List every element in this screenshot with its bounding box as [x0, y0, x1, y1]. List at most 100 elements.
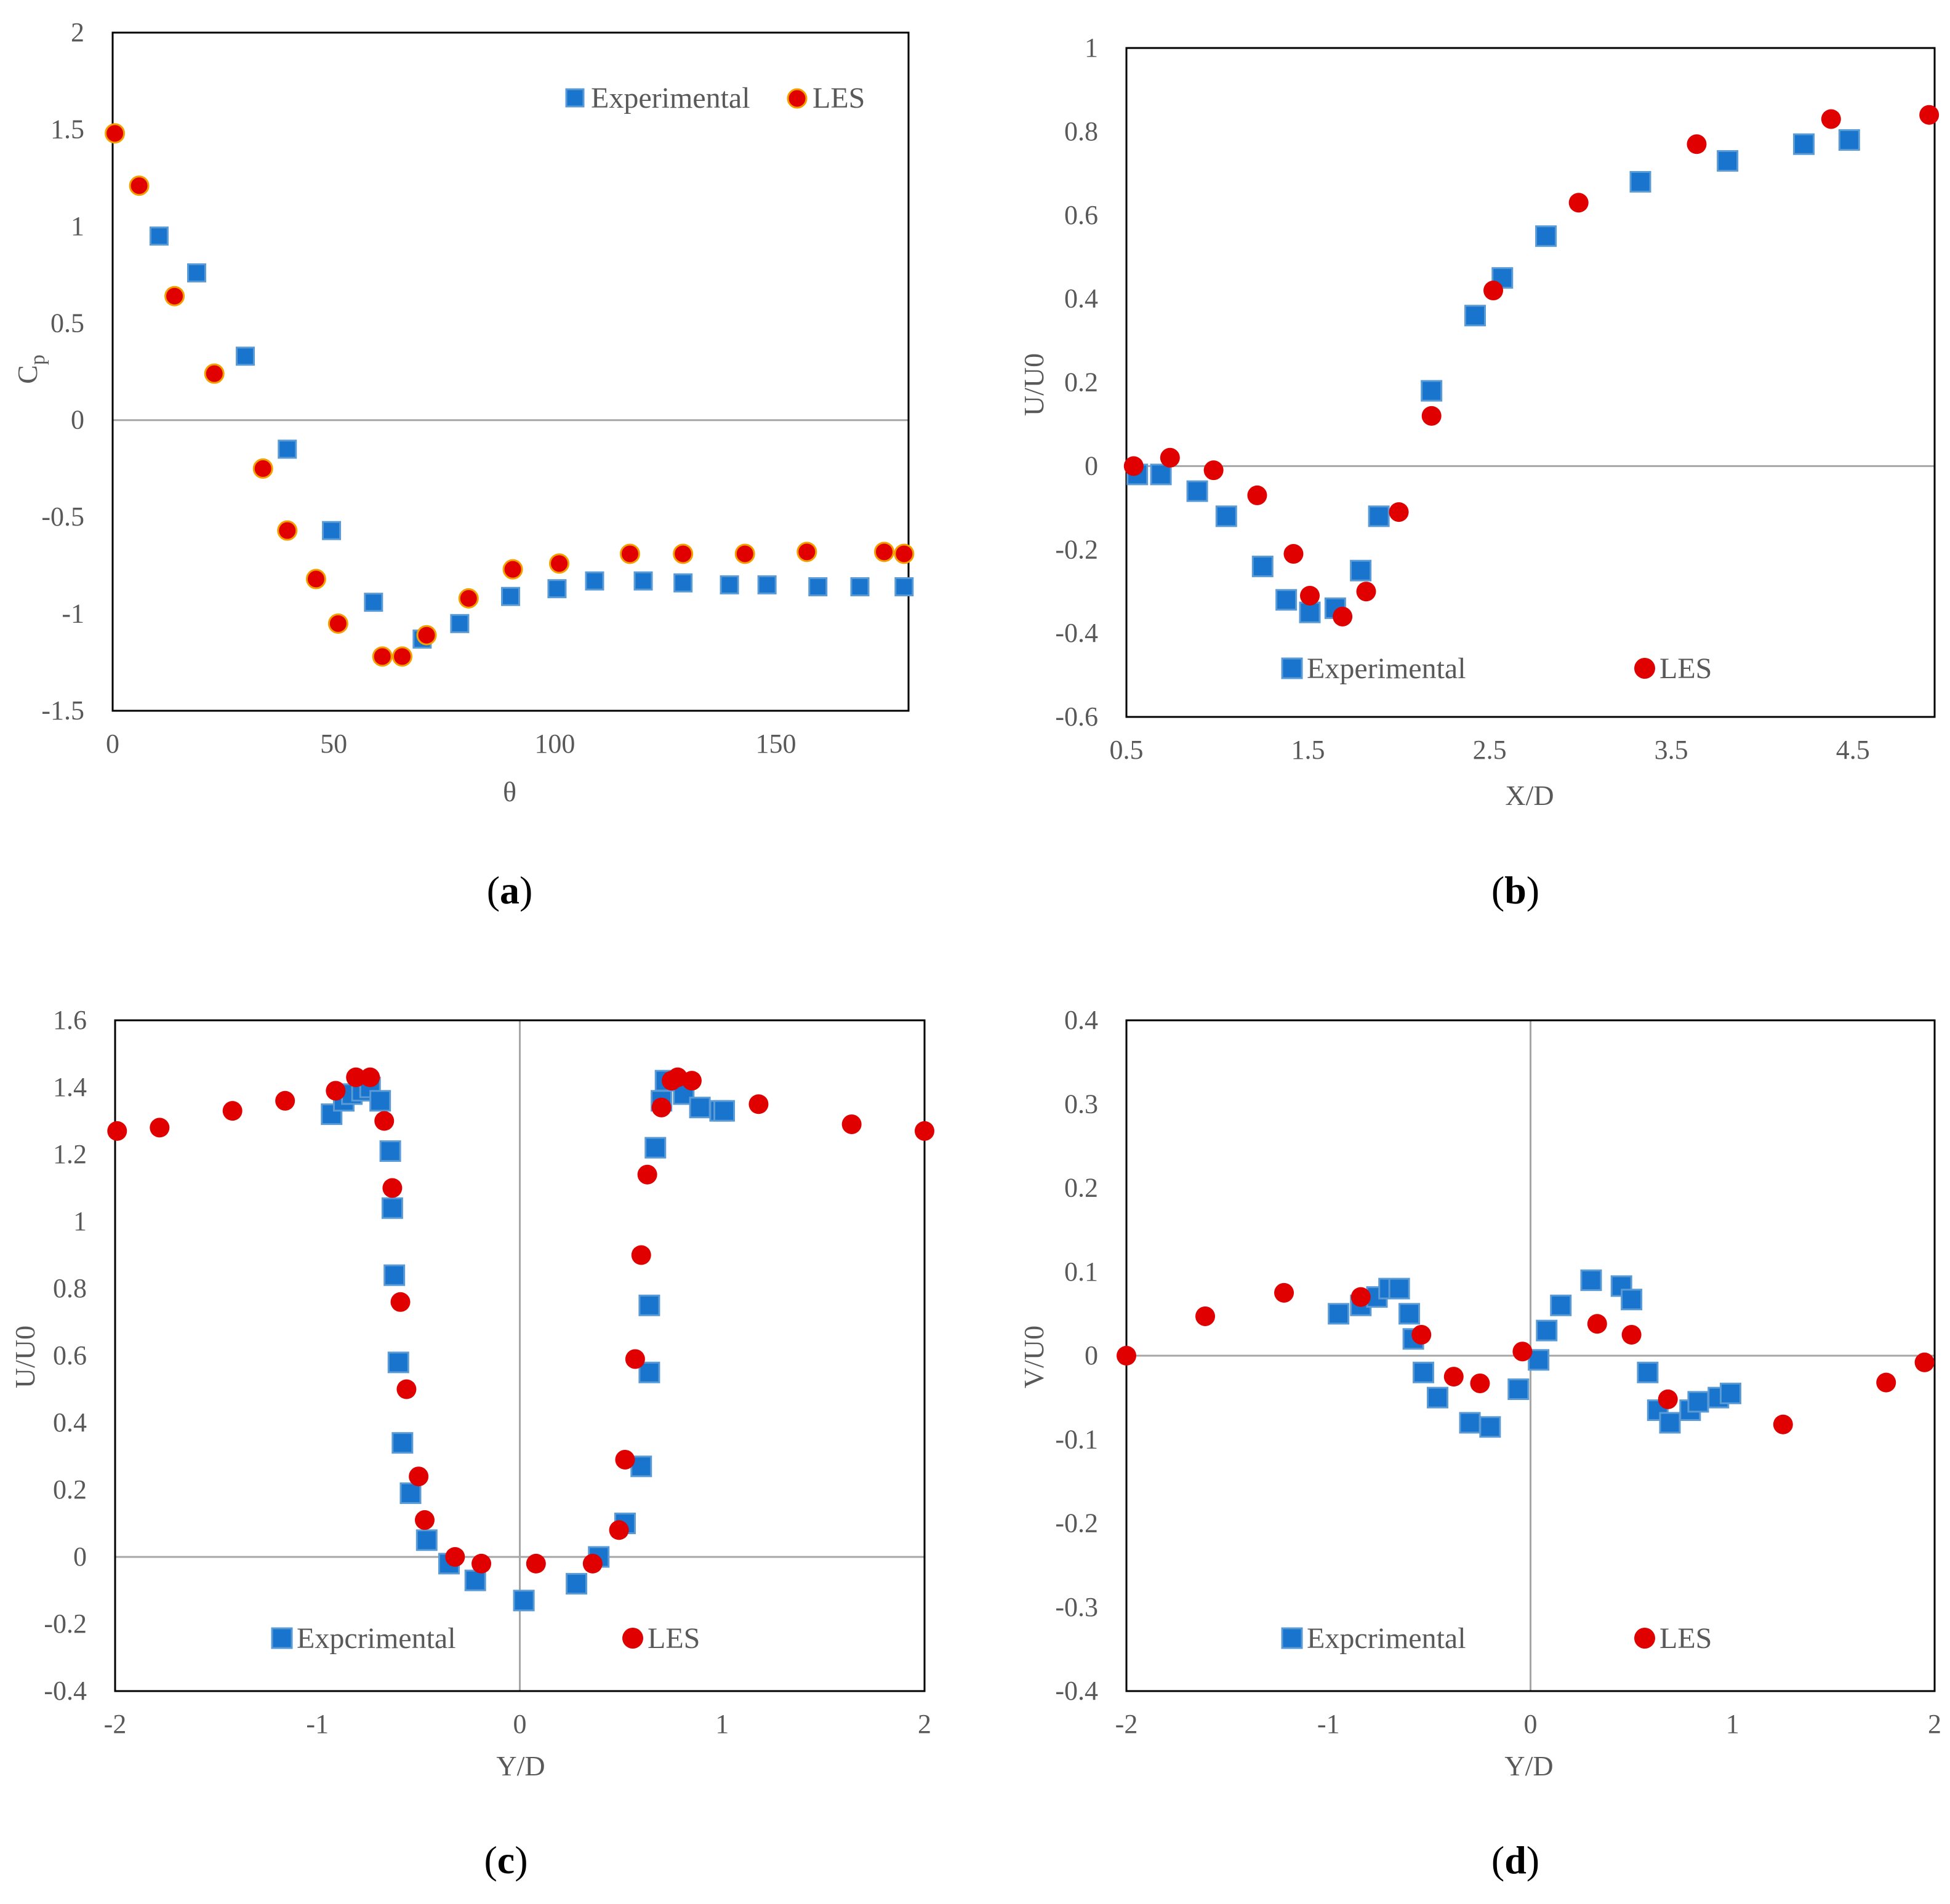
panel-a-legend-experimental-label: Experimental — [591, 82, 750, 114]
panel-b-ytick-label: 0.2 — [1064, 367, 1098, 398]
panel-b-plot: -0.6 -0.4 -0.2 0 0.2 0.4 0.6 0.8 1 0.5 1.5 2.5 3.5 4.… — [1055, 33, 1940, 765]
panel-d-caption-letter: d — [1504, 1838, 1527, 1882]
panel-b-legend-experimental-marker — [1281, 657, 1303, 679]
panel-c-caption-open: ( — [484, 1838, 497, 1882]
panel-c-experimental-point — [638, 1361, 660, 1383]
panel-a-xtick-label: 100 — [534, 729, 575, 759]
panel-b-ylabel: U/U0 — [1018, 353, 1049, 416]
panel-b-les-point — [1568, 193, 1589, 213]
panel-c-ytick-label: -0.2 — [44, 1609, 87, 1639]
panel-a-experimental-point — [364, 593, 383, 612]
panel-c: -0.4 -0.2 0 0.2 0.4 0.6 0.8 1 1.2 1.4 1.6 -2 -1 0 1 2 Y… — [9, 1005, 934, 1882]
panel-c-les-point — [382, 1178, 403, 1198]
panel-d-xtick-label: -2 — [1115, 1709, 1138, 1739]
panel-c-les-point — [841, 1114, 862, 1134]
panel-b-les-point — [1203, 460, 1224, 481]
panel-b: -0.6 -0.4 -0.2 0 0.2 0.4 0.6 0.8 1 0.5 1.5 2.5 3.5 4.… — [1018, 33, 1940, 912]
panel-c-legend-experimental-label: Expcrimental — [297, 1622, 456, 1655]
panel-b-experimental-point — [1368, 505, 1390, 527]
panel-d-ytick-label: -0.1 — [1055, 1424, 1098, 1454]
panel-c-experimental-point — [415, 1529, 438, 1551]
panel-c-les-point — [414, 1510, 435, 1530]
panel-d-les-point — [1411, 1324, 1432, 1345]
panel-d-legend-les-marker — [1634, 1628, 1655, 1649]
panel-c-les-point — [275, 1090, 295, 1111]
panel-c-legend-experimental-marker — [271, 1627, 293, 1649]
panel-c-experimental-point — [383, 1264, 406, 1286]
panel-a-legend: Experimental LES — [565, 82, 865, 114]
panel-c-ytick-label: 1 — [73, 1206, 87, 1236]
panel-d-experimental-point — [1687, 1391, 1709, 1413]
panel-d-les-point — [1914, 1352, 1935, 1372]
panel-a-experimental-point — [187, 263, 206, 282]
panel-b-ytick-label: 0.4 — [1064, 284, 1098, 314]
panel-d-experimental-point — [1659, 1412, 1681, 1434]
panel-a-les-point — [549, 553, 570, 574]
panel-d-experimental-point — [1580, 1269, 1602, 1291]
panel-b-legend: Experimental LES — [1281, 652, 1712, 685]
panel-d-les-point — [1773, 1414, 1793, 1434]
panel-c-experimental-point — [464, 1569, 486, 1591]
panel-a-les-point — [372, 646, 393, 667]
panel-c-ytick-label: 0.4 — [53, 1407, 87, 1438]
panel-c-xtick-label: 0 — [513, 1709, 527, 1739]
panel-a-experimental-point — [757, 575, 777, 594]
panel-b-les-point — [1247, 485, 1267, 505]
panel-a-les-point — [327, 613, 348, 634]
panel-b-experimental-point — [1535, 225, 1557, 247]
panel-a-caption: (a) — [487, 868, 533, 912]
panel-d-les-point — [1587, 1314, 1607, 1334]
panel-d-experimental-point — [1398, 1303, 1421, 1325]
panel-c-les-point — [360, 1067, 380, 1087]
panel-c-les-point — [222, 1101, 243, 1121]
panel-c-xlabel: Y/D — [496, 1750, 545, 1782]
panel-d-experimental-point — [1413, 1361, 1435, 1383]
panel-d-legend-les-label: LES — [1659, 1622, 1712, 1655]
panel-c-les-point — [631, 1245, 651, 1265]
panel-d-ytick-label: 0.1 — [1064, 1257, 1098, 1287]
panel-c-experimental-point — [566, 1573, 588, 1595]
panel-b-experimental-point — [1150, 463, 1172, 486]
panel-c-les-point — [748, 1094, 769, 1114]
panel-d-les-point — [1443, 1367, 1464, 1387]
panel-a-les-point — [619, 543, 640, 564]
panel-a-plot: -1.5 -1 -0.5 0 0.5 1 1.5 2 0 50 100 150 — [41, 17, 915, 759]
panel-a-experimental-point — [322, 521, 342, 540]
panel-b-ytick-label: -0.6 — [1055, 702, 1098, 732]
panel-d-legend-experimental-label: Expcrimental — [1307, 1622, 1466, 1655]
panel-b-experimental-point — [1793, 133, 1815, 155]
panel-d-experimental-point — [1719, 1382, 1741, 1404]
panel-b-les-point — [1919, 105, 1940, 125]
panel-c-experimental-point — [387, 1351, 409, 1374]
panel-a-les-point — [392, 646, 413, 667]
panel-b-experimental-point — [1251, 555, 1274, 577]
panel-b-xtick-label: 4.5 — [1836, 735, 1870, 765]
panel-c-les-point — [471, 1553, 492, 1574]
panel-c-les-point — [625, 1349, 645, 1369]
panel-a-xlabel: θ — [503, 776, 516, 807]
panel-a-experimental-point — [585, 571, 604, 591]
panel-b-les-point — [1123, 456, 1144, 476]
panel-c-les-point — [374, 1111, 395, 1131]
panel-d-les-point — [1195, 1306, 1216, 1326]
panel-a-les-point — [894, 543, 915, 564]
panel-c-les-point — [526, 1553, 546, 1574]
panel-d-ytick-label: 0.2 — [1064, 1173, 1098, 1203]
panel-a-experimental-point — [808, 577, 828, 596]
panel-c-les-point — [582, 1553, 603, 1574]
panel-a-les-point — [204, 363, 225, 384]
panel-c-xtick-label: -2 — [104, 1709, 127, 1739]
panel-d-experimental-point — [1328, 1303, 1350, 1325]
panel-d-caption-close: ) — [1527, 1838, 1539, 1882]
panel-c-legend: Expcrimental LES — [271, 1622, 700, 1655]
panel-a-experimental-point — [894, 577, 914, 596]
panel-c-experimental-point — [391, 1432, 414, 1454]
panel-a-les-point — [416, 625, 437, 646]
panel-d-experimental-point — [1550, 1294, 1572, 1316]
panel-c-ytick-label: 0.2 — [53, 1474, 87, 1505]
panel-c-experimental-point — [399, 1482, 422, 1504]
panel-a-les-point — [129, 175, 150, 196]
panel-a-les-point — [673, 543, 694, 564]
panel-a-experimental-point — [633, 571, 653, 591]
